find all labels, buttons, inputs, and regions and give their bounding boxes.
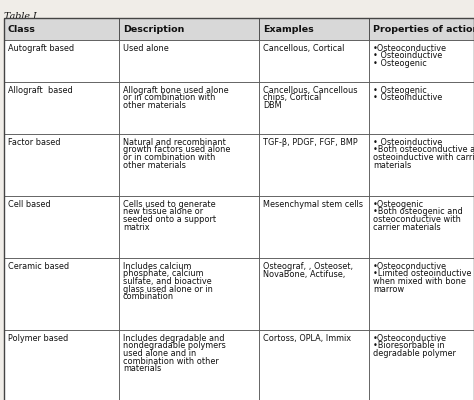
Text: chips, Cortical: chips, Cortical [263,94,321,102]
Bar [119,82,259,134]
Text: Allograft bone used alone: Allograft bone used alone [123,86,228,95]
Text: when mixed with bone: when mixed with bone [373,277,466,286]
Text: or in combination with: or in combination with [123,153,215,162]
Text: •Bioresorbable in: •Bioresorbable in [373,342,445,350]
Text: Autograft based: Autograft based [8,44,74,53]
Text: Polymer based: Polymer based [8,334,68,343]
Text: Ceramic based: Ceramic based [8,262,69,271]
Text: or in combination with: or in combination with [123,94,215,102]
Bar [259,258,369,330]
Bar [369,330,474,400]
Text: Cancellous, Cancellous: Cancellous, Cancellous [263,86,357,95]
Bar [4,196,119,258]
Text: materials: materials [123,364,161,373]
Text: osteoinductive with carrier: osteoinductive with carrier [373,153,474,162]
Text: combination with other: combination with other [123,356,219,366]
Text: Allograft  based: Allograft based [8,86,73,95]
Text: • Osteogenic: • Osteogenic [373,86,427,95]
Bar [259,196,369,258]
Bar [369,196,474,258]
Bar [4,82,119,134]
Text: •Osteoconductive: •Osteoconductive [373,44,447,53]
Text: Includes calcium: Includes calcium [123,262,191,271]
Bar [259,134,369,196]
Text: Cells used to generate: Cells used to generate [123,200,216,209]
Bar [369,82,474,134]
Bar [369,134,474,196]
Text: Cancellous, Cortical: Cancellous, Cortical [263,44,345,53]
Text: degradable polymer: degradable polymer [373,349,456,358]
Text: Examples: Examples [263,24,314,34]
Text: combination: combination [123,292,174,301]
Text: • Osteoinductive: • Osteoinductive [373,138,442,147]
Text: carrier materials: carrier materials [373,222,441,232]
Text: seeded onto a support: seeded onto a support [123,215,216,224]
Bar [259,330,369,400]
Bar [369,258,474,330]
Text: Cortoss, OPLA, Immix: Cortoss, OPLA, Immix [263,334,351,343]
Bar [369,40,474,82]
Text: phosphate, calcium: phosphate, calcium [123,270,203,278]
Text: •Osteoconductive: •Osteoconductive [373,334,447,343]
Bar [119,258,259,330]
Text: •Both osteoconductive and: •Both osteoconductive and [373,146,474,154]
Text: • Osteoinductive: • Osteoinductive [373,52,442,60]
Text: •Limited osteoinductive: •Limited osteoinductive [373,270,471,278]
Text: Includes degradable and: Includes degradable and [123,334,225,343]
Bar [259,40,369,82]
Text: Table I: Table I [4,12,37,21]
Text: NovaBone, Actifuse,: NovaBone, Actifuse, [263,270,346,278]
Text: nondegradable polymers: nondegradable polymers [123,342,226,350]
Bar [119,40,259,82]
Text: Natural and recombinant: Natural and recombinant [123,138,226,147]
Text: Properties of action: Properties of action [373,24,474,34]
Text: Used alone: Used alone [123,44,169,53]
Bar [259,18,369,40]
Text: new tissue alone or: new tissue alone or [123,208,203,216]
Bar [259,82,369,134]
Text: marrow: marrow [373,284,404,294]
Text: • Osteogenic: • Osteogenic [373,59,427,68]
Text: Cell based: Cell based [8,200,51,209]
Text: •Osteogenic: •Osteogenic [373,200,424,209]
Text: materials: materials [373,160,411,170]
Text: Mesenchymal stem cells: Mesenchymal stem cells [263,200,363,209]
Text: Osteograf, , Osteoset,: Osteograf, , Osteoset, [263,262,353,271]
Bar [4,258,119,330]
Text: Class: Class [8,24,36,34]
Text: Description: Description [123,24,184,34]
Bar [119,18,259,40]
Text: Factor based: Factor based [8,138,61,147]
Text: other materials: other materials [123,101,186,110]
Bar [4,40,119,82]
Text: sulfate, and bioactive: sulfate, and bioactive [123,277,211,286]
Text: growth factors used alone: growth factors used alone [123,146,230,154]
Text: TGF-β, PDGF, FGF, BMP: TGF-β, PDGF, FGF, BMP [263,138,357,147]
Text: used alone and in: used alone and in [123,349,196,358]
Bar [4,18,119,40]
Bar [119,196,259,258]
Bar [119,134,259,196]
Text: osteoconductive with: osteoconductive with [373,215,461,224]
Text: •Osteoconductive: •Osteoconductive [373,262,447,271]
Text: DBM: DBM [263,101,282,110]
Text: glass used alone or in: glass used alone or in [123,284,213,294]
Text: other materials: other materials [123,160,186,170]
Text: • Osteoinductive: • Osteoinductive [373,94,442,102]
Bar [369,18,474,40]
Bar [4,134,119,196]
Bar [119,330,259,400]
Text: •Both osteogenic and: •Both osteogenic and [373,208,463,216]
Text: matrix: matrix [123,222,149,232]
Bar [4,330,119,400]
